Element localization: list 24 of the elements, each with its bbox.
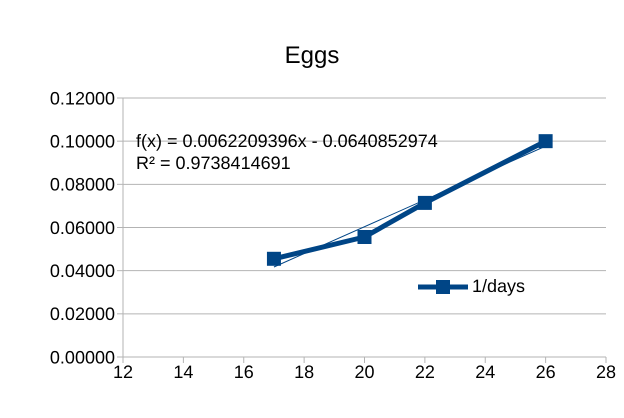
x-tick-label: 12 [112,362,134,382]
y-tick-label: 0.10000 [50,132,115,152]
x-tick-label: 20 [354,362,375,382]
annotation: R² = 0.9738414691 [136,152,292,174]
annotation: f(x) = 0.0062209396x - 0.0640852974 [136,130,438,152]
legend-label: 1/days [472,276,526,297]
y-tick-label: 0.08000 [50,174,115,195]
x-tick-label: 28 [596,362,616,382]
chart-title: Eggs [284,42,340,70]
point [266,252,281,266]
x-tick-label: 22 [414,362,435,382]
x-tick-label: 24 [475,362,496,382]
x-tick-label: 14 [173,362,194,382]
y-tick-label: 0.06000 [50,218,115,238]
point [358,230,372,244]
y-tick-label: 0.12000 [50,88,115,108]
x-tick-label: 18 [294,362,314,382]
y-tick-label: 0.02000 [50,304,115,324]
point [418,196,432,210]
y-tick-label: 0.04000 [50,261,115,282]
y-tick-label: 0.00000 [50,347,115,368]
point [538,134,553,148]
x-tick-label: 16 [234,362,254,382]
x-tick-label: 26 [536,362,556,382]
